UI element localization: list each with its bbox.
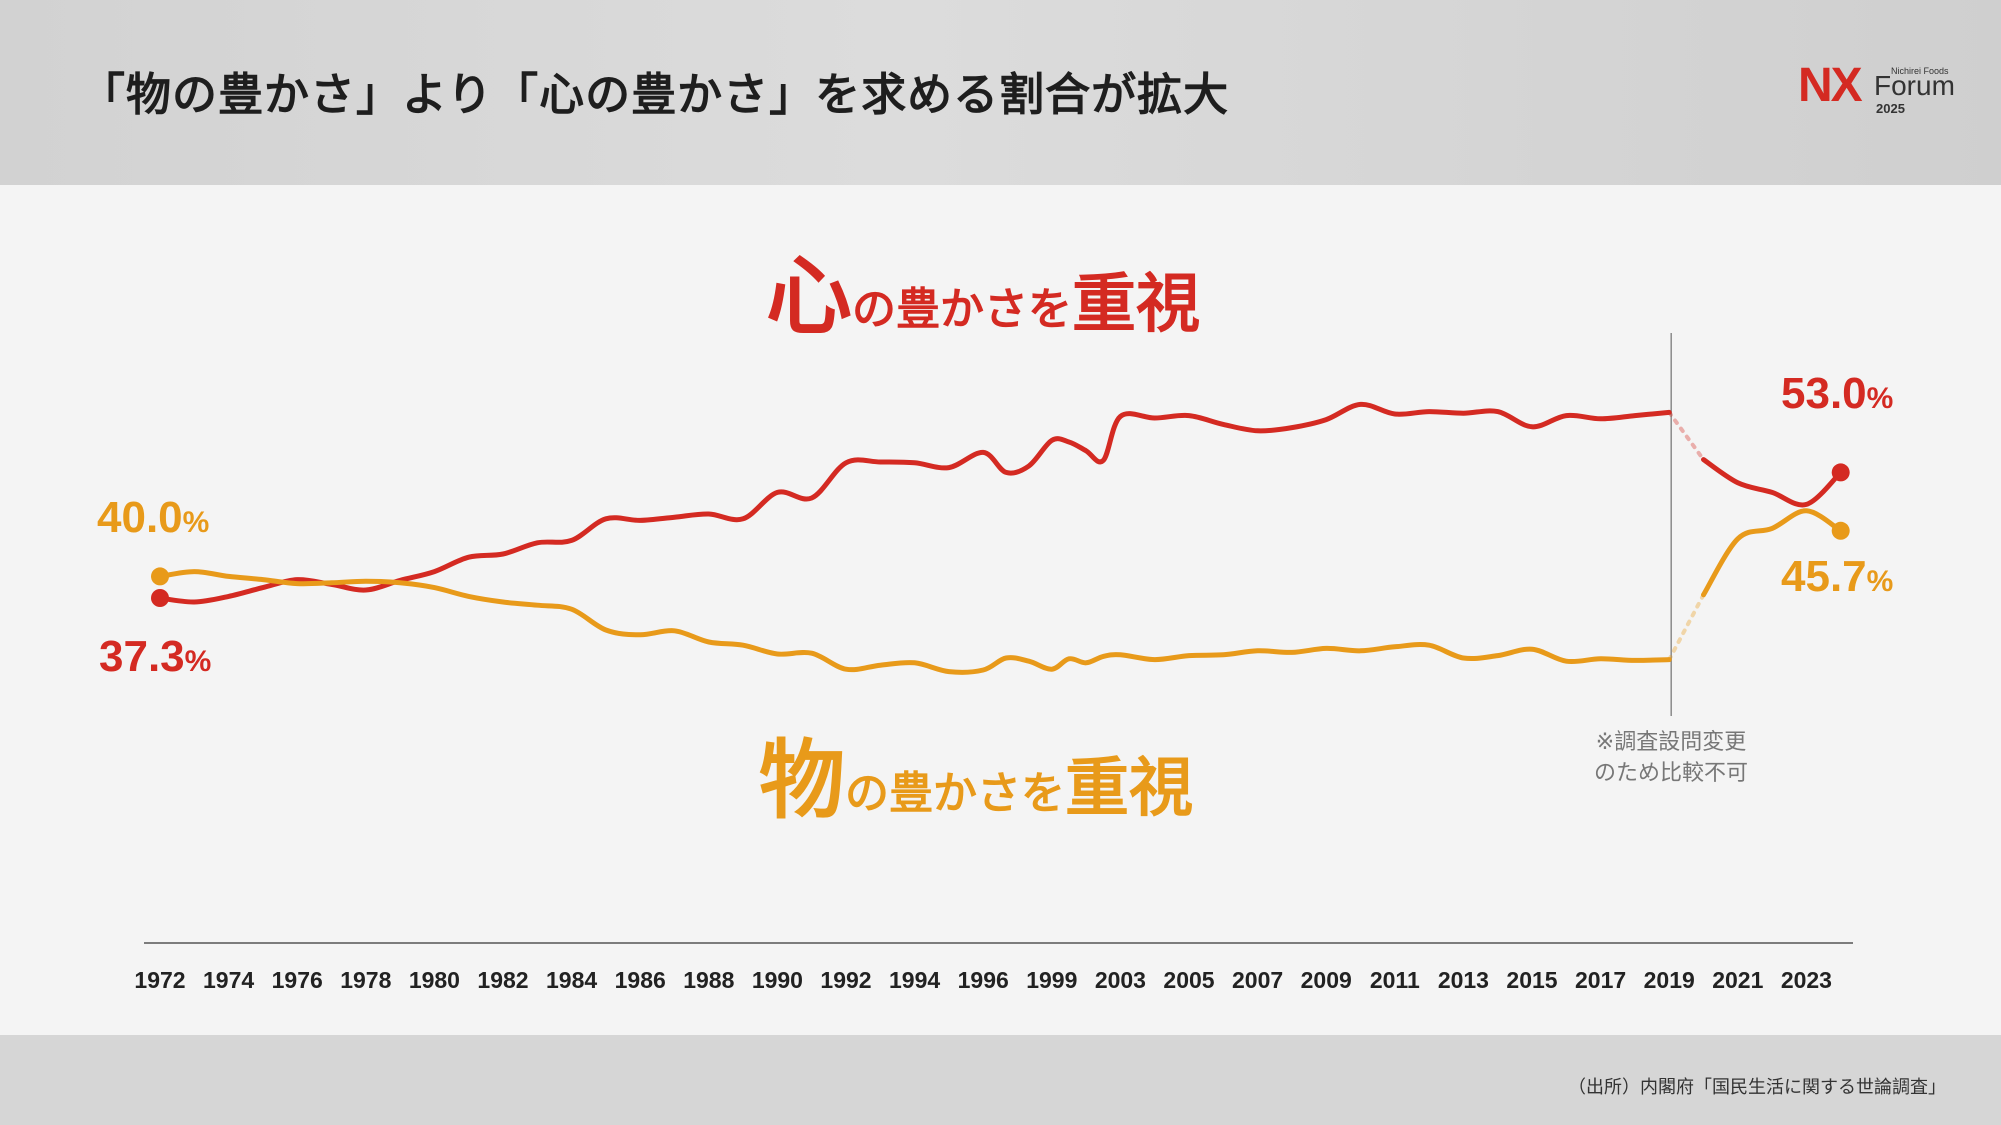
x-tick-label: 1996 xyxy=(958,967,1009,993)
nx-forum-logo: NX Nichirei Foods Forum 2025 xyxy=(1798,60,1958,120)
end-label-mono: 45.7% xyxy=(1781,552,1893,601)
start-label-kokoro-unit: % xyxy=(185,645,212,678)
end-label-kokoro-unit: % xyxy=(1867,382,1894,415)
series-label-kokoro-small: の豊かさを xyxy=(852,284,1072,335)
source-note: （出所）内閣府「国民生活に関する世論調査」 xyxy=(1568,1077,1946,1098)
survey-change-note-line2: のため比較不可 xyxy=(1594,761,1748,786)
logo-year: 2025 xyxy=(1876,101,1905,116)
x-tick-label: 2023 xyxy=(1781,967,1832,993)
x-tick-label: 1994 xyxy=(889,967,940,993)
header-band xyxy=(0,0,2001,185)
series-mono-line-segment-2 xyxy=(1701,508,1844,598)
series-label-kokoro: 心の豊かさを重視 xyxy=(766,247,1200,347)
chart-panel xyxy=(0,185,2001,1035)
start-label-mono: 40.0% xyxy=(97,493,209,542)
x-tick-label: 1974 xyxy=(203,967,254,993)
series-label-mono: 物の豊かさを重視 xyxy=(759,731,1193,831)
start-label-kokoro: 37.3% xyxy=(99,632,211,681)
series-label-kokoro-big2: 重視 xyxy=(1072,268,1200,342)
x-tick-label: 2009 xyxy=(1301,967,1352,993)
end-label-kokoro-value: 53.0 xyxy=(1781,369,1867,418)
x-tick-label: 2017 xyxy=(1575,967,1626,993)
end-label-kokoro: 53.0% xyxy=(1781,369,1893,418)
x-tick-label: 1999 xyxy=(1026,967,1077,993)
x-tick-label: 1986 xyxy=(615,967,666,993)
footer-band xyxy=(0,1035,2001,1125)
series-kokoro-line-segment-1 xyxy=(157,401,1672,605)
series-kokoro-end-point xyxy=(1831,463,1850,482)
x-tick-label: 1972 xyxy=(134,967,185,993)
series-mono-break-connector xyxy=(1667,592,1706,662)
x-tick-label: 2021 xyxy=(1712,967,1763,993)
series-mono-line-segment-1 xyxy=(157,569,1672,675)
series-label-mono-big1: 物 xyxy=(759,731,845,831)
x-tick-label: 2005 xyxy=(1163,967,1214,993)
x-tick-label: 1976 xyxy=(272,967,323,993)
start-label-mono-value: 40.0 xyxy=(97,493,183,542)
series-mono-end-point xyxy=(1831,521,1850,540)
x-tick-label: 2019 xyxy=(1644,967,1695,993)
logo-nx: NX xyxy=(1798,59,1863,112)
series-kokoro-line-segment-2 xyxy=(1701,457,1844,508)
start-label-mono-unit: % xyxy=(183,506,210,539)
logo-company: Nichirei Foods xyxy=(1891,66,1949,76)
x-tick-label: 1984 xyxy=(546,967,597,993)
logo-forum: Forum xyxy=(1874,70,1955,101)
x-tick-label: 1980 xyxy=(409,967,460,993)
x-tick-label: 1990 xyxy=(752,967,803,993)
x-tick-label: 1982 xyxy=(477,967,528,993)
series-label-mono-small: の豊かさを xyxy=(845,768,1065,819)
x-tick-label: 2011 xyxy=(1370,967,1420,993)
end-label-mono-value: 45.7 xyxy=(1781,552,1867,601)
x-tick-label: 2003 xyxy=(1095,967,1146,993)
series-label-mono-big2: 重視 xyxy=(1065,752,1193,826)
series-kokoro-break-connector xyxy=(1667,410,1706,462)
x-tick-label: 2013 xyxy=(1438,967,1489,993)
x-tick-label: 1988 xyxy=(683,967,734,993)
x-tick-label: 2015 xyxy=(1506,967,1557,993)
x-tick-label: 1978 xyxy=(340,967,391,993)
start-label-kokoro-value: 37.3 xyxy=(99,632,185,681)
series-mono-start-point xyxy=(151,567,169,586)
x-tick-label: 1992 xyxy=(820,967,871,993)
plot-area: 1972 1974 1976 1978 1980 1982 1984 1986 1988 1990… xyxy=(134,333,1853,993)
x-tick-label: 2007 xyxy=(1232,967,1283,993)
series-kokoro-start-point xyxy=(151,589,169,607)
survey-change-note-line1: ※調査設問変更 xyxy=(1596,730,1746,755)
series-label-kokoro-big1: 心 xyxy=(766,247,852,347)
end-label-mono-unit: % xyxy=(1867,565,1894,598)
page-title: 「物の豊かさ」より「心の豊かさ」を求める割合が拡大 xyxy=(80,68,1230,121)
